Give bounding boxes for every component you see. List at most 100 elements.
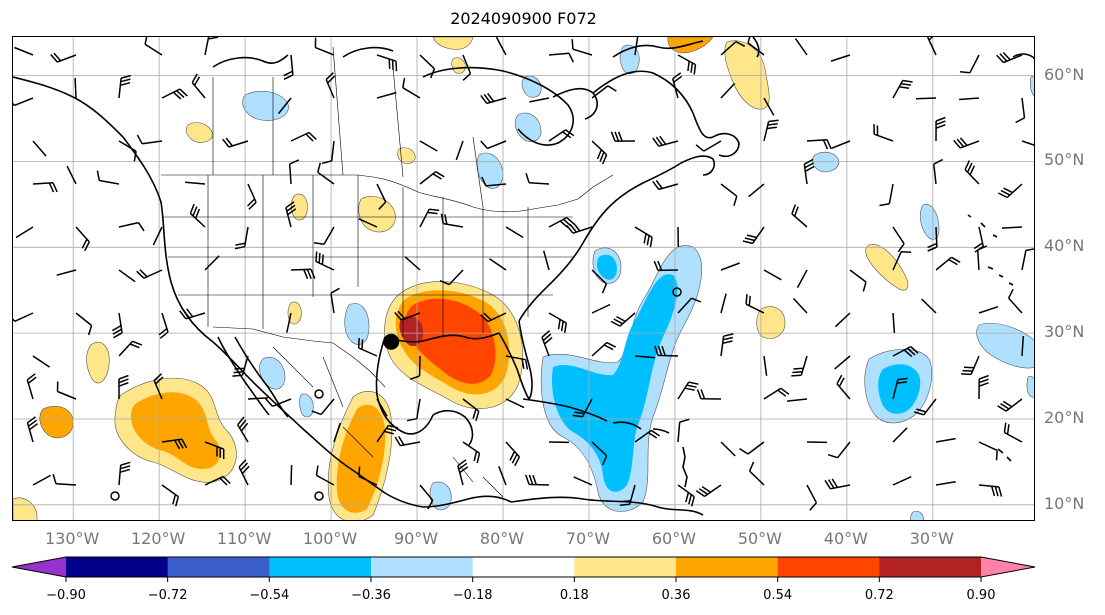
wind-barb xyxy=(792,297,808,314)
wind-barb xyxy=(541,330,553,357)
wind-barb xyxy=(720,441,736,457)
wind-barb xyxy=(927,226,938,252)
wind-barb xyxy=(696,389,722,400)
wind-barb xyxy=(806,484,818,511)
coastline xyxy=(234,336,289,418)
wind-barb xyxy=(234,226,249,250)
wind-barb xyxy=(747,37,765,56)
wind-barb xyxy=(317,162,335,185)
wind-barb xyxy=(836,374,851,400)
wind-barb xyxy=(525,172,550,185)
wind-barb xyxy=(926,37,937,56)
wind-barb xyxy=(313,226,335,246)
wind-barb xyxy=(440,213,464,228)
wind-barb xyxy=(185,181,206,185)
wind-barb xyxy=(791,204,808,228)
wind-barb xyxy=(52,473,77,486)
wind-barb xyxy=(505,226,524,239)
wind-barb xyxy=(892,250,912,271)
wind-barb xyxy=(695,140,722,152)
coastline xyxy=(680,155,716,176)
anomaly-region xyxy=(429,481,452,511)
anomaly-region xyxy=(551,274,678,492)
wind-barb xyxy=(1015,97,1026,124)
wind-barb xyxy=(32,140,47,157)
wind-barb xyxy=(915,97,937,100)
colorbar-segment xyxy=(167,557,270,577)
wind-barb xyxy=(419,208,440,228)
anomaly-region xyxy=(299,393,314,418)
wind-barb xyxy=(191,73,206,99)
wind-barb xyxy=(32,474,51,486)
colorbar-tick-label: 0.72 xyxy=(864,588,894,603)
anomaly-region xyxy=(910,510,924,520)
wind-barb xyxy=(677,418,690,443)
wind-barb xyxy=(189,203,206,228)
wind-barb xyxy=(652,179,679,191)
wind-barb xyxy=(529,97,550,103)
wind-barb xyxy=(161,88,188,100)
longitude-label: 80°W xyxy=(479,529,525,548)
wind-barb xyxy=(634,429,661,443)
coastline xyxy=(612,40,704,58)
longitude-label: 40°W xyxy=(823,529,868,548)
wind-barb xyxy=(333,422,341,443)
wind-barb xyxy=(505,441,521,467)
wind-barb xyxy=(1007,288,1023,314)
coastline xyxy=(350,468,512,508)
longitude-label: 30°W xyxy=(909,529,954,548)
latitude-label: 50°N xyxy=(1044,150,1085,170)
wind-barb xyxy=(548,52,574,63)
anomaly-region xyxy=(86,341,110,384)
wind-barb xyxy=(892,79,913,99)
wind-barb xyxy=(1021,335,1025,357)
wind-barb xyxy=(480,312,507,323)
wind-barb xyxy=(419,484,434,510)
wind-barb xyxy=(394,436,421,447)
wind-barb xyxy=(572,398,593,418)
wind-barb xyxy=(136,269,163,279)
wind-barb xyxy=(118,221,145,232)
longitude-label: 90°W xyxy=(393,529,439,548)
wind-barb xyxy=(978,305,999,314)
coastline xyxy=(212,54,289,68)
anomaly-region xyxy=(432,37,474,50)
wind-barb xyxy=(566,222,593,234)
anomaly-region xyxy=(919,203,940,240)
wind-barb xyxy=(14,46,34,56)
coastline xyxy=(522,398,608,422)
wind-barb xyxy=(573,476,593,486)
coastline xyxy=(592,70,714,139)
wind-barb xyxy=(118,269,136,283)
coastline xyxy=(384,332,500,343)
colorbar-tick-label: −0.54 xyxy=(249,588,290,603)
colorbar-segment xyxy=(574,557,677,577)
latitude-label: 20°N xyxy=(1044,407,1085,427)
wind-barb xyxy=(462,398,480,422)
colorbar-segment xyxy=(66,557,169,577)
wind-barb xyxy=(204,441,225,460)
wind-barb xyxy=(978,374,989,400)
wind-barb xyxy=(161,438,188,450)
colorbar-segment xyxy=(879,557,982,577)
wind-barb xyxy=(321,140,335,165)
wind-barb xyxy=(419,140,438,152)
calm-circles xyxy=(110,287,682,501)
wind-barb xyxy=(803,158,815,185)
map-frame xyxy=(12,36,1035,521)
wind-barb xyxy=(935,481,956,486)
wind-barb xyxy=(742,226,765,245)
wind-barb xyxy=(1021,140,1034,146)
wind-barb xyxy=(325,72,336,99)
wind-barb xyxy=(376,54,398,72)
wind-barb xyxy=(480,140,507,150)
wind-barb xyxy=(892,377,908,400)
wind-barb xyxy=(959,97,980,101)
graticule xyxy=(13,37,1034,520)
colorbar-tick-label: 0.18 xyxy=(559,588,589,603)
wind-barb xyxy=(879,183,894,207)
wind-barb xyxy=(376,398,388,417)
anomaly-region xyxy=(242,91,290,121)
wind-barb xyxy=(921,298,937,314)
calm-wind-circle xyxy=(314,491,324,501)
